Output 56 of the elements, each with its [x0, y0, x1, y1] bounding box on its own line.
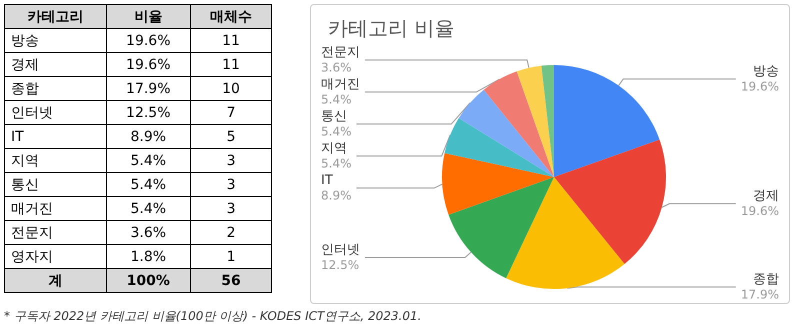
text: 100%	[126, 272, 170, 288]
data-label: 11	[190, 28, 272, 52]
text: 비율	[106, 4, 191, 28]
data-label: 12.5%	[321, 258, 360, 272]
slice-label: 방송	[753, 64, 779, 79]
slice-label: 종합	[753, 272, 779, 287]
data-label: 19.6%	[106, 52, 191, 76]
category-label: 경제	[4, 52, 106, 76]
category-label: 지역	[4, 148, 106, 172]
data-label: 19.6%	[106, 28, 191, 52]
text: 계	[4, 268, 106, 292]
data-label: 1	[190, 244, 272, 268]
slice-label: 경제	[753, 188, 779, 204]
data-label: 17.9%	[106, 76, 191, 100]
category-label: 종합	[4, 76, 106, 100]
data-label: 7	[190, 100, 272, 124]
data-label: 5	[190, 124, 272, 148]
data-label: 10	[190, 76, 272, 100]
text: 매체수	[190, 4, 272, 28]
data-label: 8.9%	[321, 188, 352, 203]
slice-label: 통신	[321, 109, 347, 124]
data-label: 2	[190, 220, 272, 244]
data-label: 5.4%	[106, 148, 191, 172]
data-label: 17.9%	[740, 288, 779, 302]
text: * 구독자 2022년 카테고리 비율(100만 이상) - KODES ICT연구소, 2023.01.	[4, 308, 422, 325]
data-label: 19.6%	[740, 204, 779, 218]
slice-label: IT	[321, 173, 333, 188]
data-label: 5.4%	[321, 124, 352, 139]
data-label: 12.5%	[106, 100, 191, 124]
data-label: 8.9%	[106, 124, 191, 148]
data-label: 1.8%	[106, 244, 191, 268]
data-label: 3	[190, 148, 272, 172]
text: 56	[221, 272, 241, 288]
data-label: 5.4%	[321, 156, 352, 171]
slice-label: 지역	[321, 141, 347, 156]
slice-label: 매거진	[321, 77, 360, 92]
data-label: 19.6%	[740, 79, 779, 94]
data-label: 3.6%	[321, 60, 352, 75]
category-label: 전문지	[4, 220, 106, 244]
category-label: IT	[4, 124, 106, 148]
data-label: 5.4%	[106, 172, 191, 196]
category-label: 방송	[4, 28, 106, 52]
category-label: 인터넷	[4, 100, 106, 124]
data-label: 5.4%	[321, 92, 352, 107]
data-label: 3.6%	[106, 220, 191, 244]
data-label: 5.4%	[106, 196, 191, 220]
category-label: 통신	[4, 172, 106, 196]
slice-label: 전문지	[321, 45, 360, 60]
text: 카테고리	[4, 4, 106, 28]
data-label: 3	[190, 196, 272, 220]
data-label: 11	[190, 52, 272, 76]
category-label: 매거진	[4, 196, 106, 220]
chart-title: 카테고리 비율	[328, 16, 454, 40]
slice-label: 인터넷	[321, 242, 360, 258]
data-label: 3	[190, 172, 272, 196]
category-label: 영자지	[4, 244, 106, 268]
